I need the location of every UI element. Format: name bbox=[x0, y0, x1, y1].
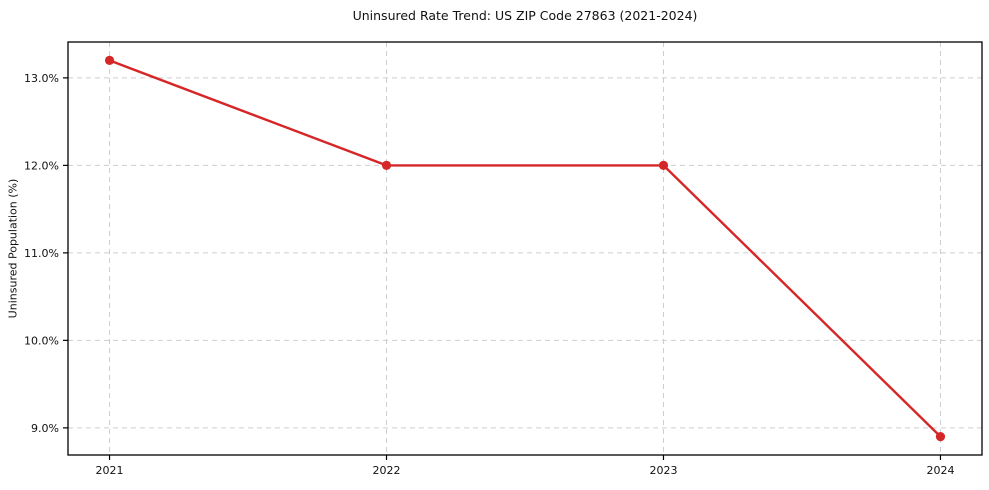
y-tick-label: 13.0% bbox=[24, 72, 59, 85]
y-tick-label: 9.0% bbox=[31, 422, 59, 435]
data-point bbox=[658, 160, 669, 170]
y-axis-label: Uninsured Population (%) bbox=[6, 178, 20, 319]
x-tick-label: 2024 bbox=[926, 464, 954, 477]
data-point bbox=[381, 160, 392, 170]
x-tick-label: 2021 bbox=[96, 464, 124, 477]
trend-line bbox=[108, 59, 942, 438]
y-tick-label: 10.0% bbox=[24, 334, 59, 347]
plot-border bbox=[67, 41, 983, 456]
data-point bbox=[935, 432, 946, 442]
chart-title: Uninsured Rate Trend: US ZIP Code 27863 … bbox=[352, 8, 698, 23]
data-point bbox=[104, 55, 115, 65]
x-tick-label: 2023 bbox=[649, 464, 677, 477]
y-tick-label: 12.0% bbox=[24, 159, 59, 172]
y-tick-label: 11.0% bbox=[24, 247, 59, 260]
x-tick-label: 2022 bbox=[373, 464, 401, 477]
